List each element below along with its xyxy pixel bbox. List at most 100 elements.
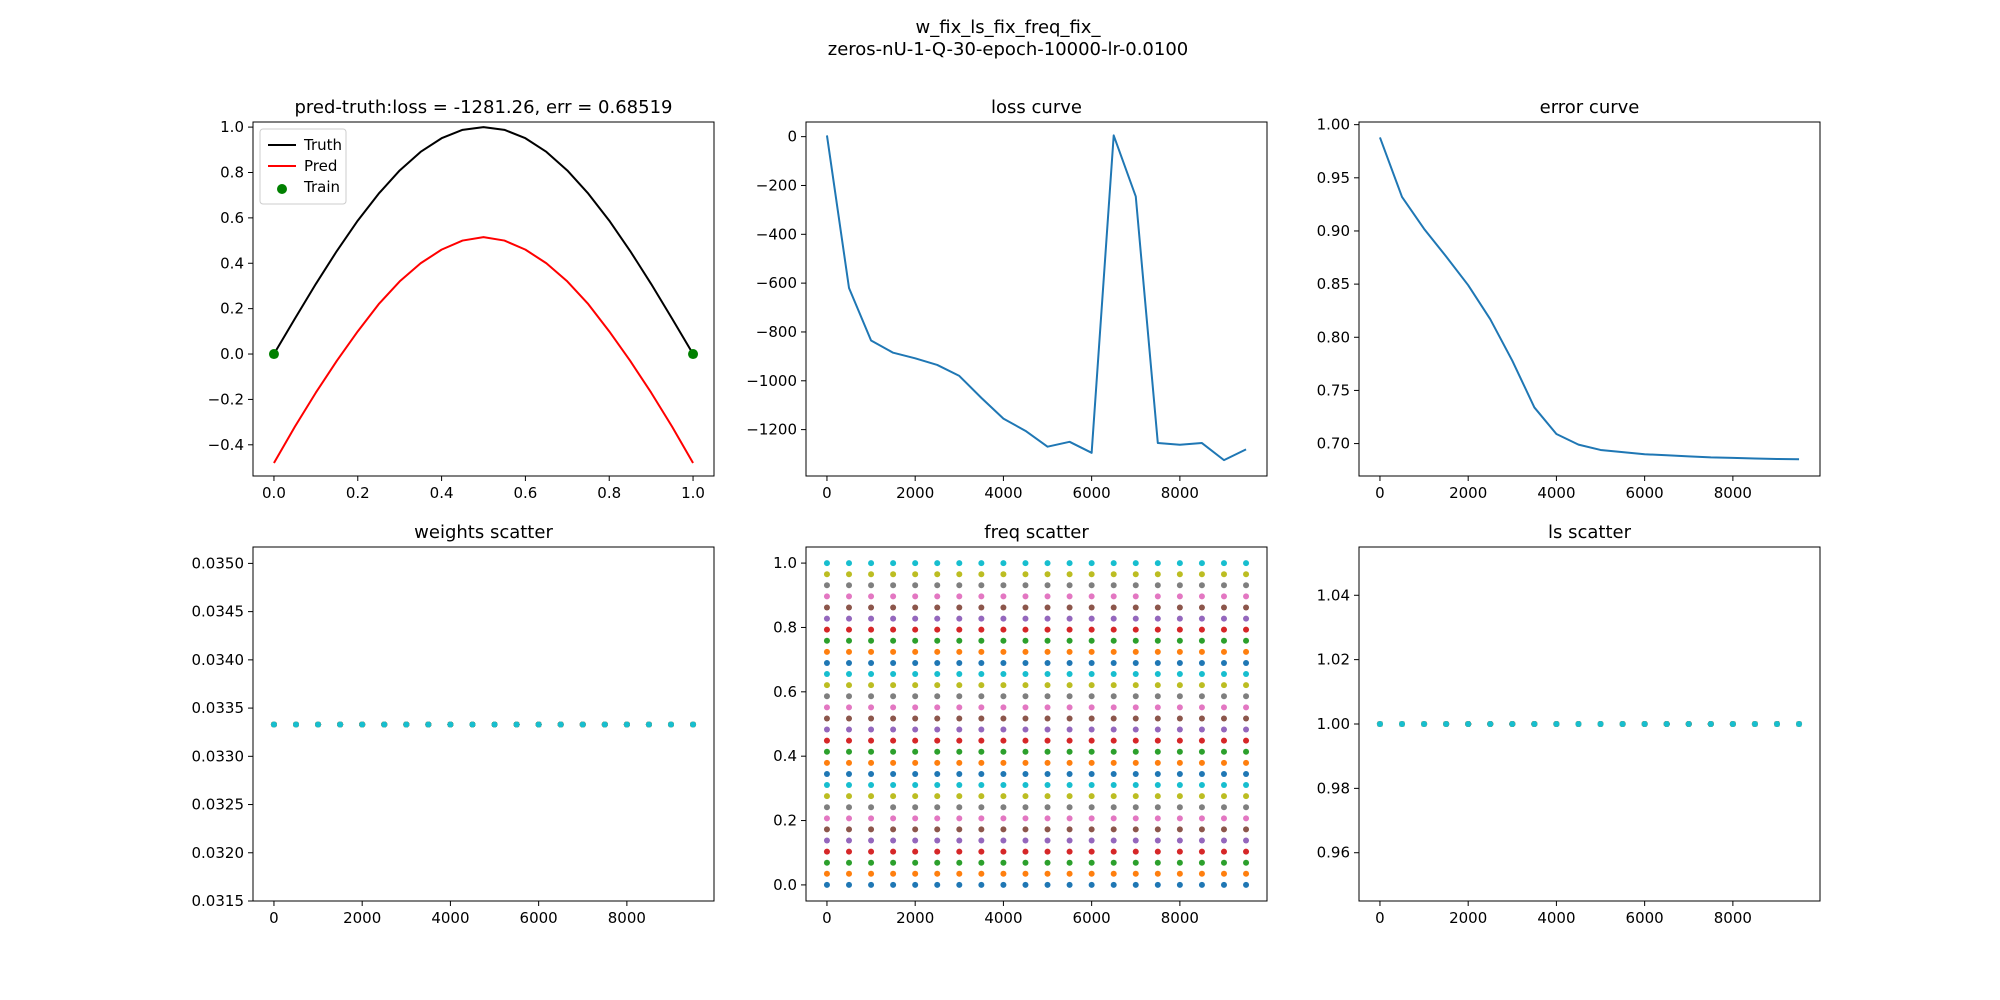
x-tick-label: 0.4 — [430, 484, 454, 502]
scatter-point — [1220, 604, 1227, 611]
scatter-point — [1154, 748, 1161, 755]
scatter-point — [978, 637, 985, 644]
scatter-point — [1088, 637, 1095, 644]
scatter-point — [956, 604, 963, 611]
scatter-point — [1243, 881, 1250, 888]
scatter-point — [912, 693, 919, 700]
x-tick-label: 0 — [822, 909, 832, 927]
scatter-point — [1022, 726, 1029, 733]
series-line-0 — [1379, 137, 1800, 461]
scatter-point — [846, 582, 853, 589]
scatter-point — [1088, 626, 1095, 633]
scatter-point — [1132, 637, 1139, 644]
scatter-point — [1044, 826, 1051, 833]
scatter-point — [1000, 560, 1007, 567]
scatter-point — [1000, 615, 1007, 622]
x-tick-label: 0 — [1375, 484, 1385, 502]
scatter-point — [890, 881, 897, 888]
scatter-point — [1154, 671, 1161, 678]
scatter-point — [978, 759, 985, 766]
scatter-point — [1154, 637, 1161, 644]
legend-label-truth: Truth — [303, 136, 342, 154]
scatter-point — [1220, 782, 1227, 789]
scatter-point — [1243, 659, 1250, 666]
scatter-point — [1421, 721, 1428, 727]
scatter-point — [1022, 759, 1029, 766]
scatter-point — [1044, 726, 1051, 733]
scatter-point — [1243, 648, 1250, 655]
scatter-point — [846, 659, 853, 666]
scatter-point — [1243, 804, 1250, 811]
scatter-point — [846, 793, 853, 800]
axes-frame — [252, 121, 715, 477]
scatter-point — [912, 770, 919, 777]
scatter-point — [1132, 682, 1139, 689]
scatter-point — [1220, 659, 1227, 666]
scatter-point — [912, 848, 919, 855]
x-tick-label: 4000 — [431, 909, 469, 927]
scatter-point — [1110, 881, 1117, 888]
scatter-point — [1022, 815, 1029, 822]
scatter-point — [1088, 615, 1095, 622]
scatter-point — [912, 748, 919, 755]
scatter-point — [1132, 726, 1139, 733]
scatter-point — [1066, 637, 1073, 644]
scatter-point — [890, 593, 897, 600]
axes-frame — [805, 121, 1268, 477]
scatter-point — [1154, 615, 1161, 622]
scatter-point — [823, 671, 830, 678]
scatter-point — [1088, 881, 1095, 888]
scatter-point — [1176, 582, 1183, 589]
scatter-point — [1110, 637, 1117, 644]
scatter-point — [868, 870, 875, 877]
scatter-point — [1132, 615, 1139, 622]
subplot-ls-scatter: ls scatter 0 2000 4000 6000 8000 0.96 0.98 1.00 1… — [1317, 522, 1821, 927]
scatter-point — [1198, 759, 1205, 766]
scatter-point — [890, 737, 897, 744]
scatter-point — [1220, 626, 1227, 633]
plot-title: freq scatter — [984, 522, 1089, 543]
scatter-point — [890, 770, 897, 777]
scatter-point — [1176, 593, 1183, 600]
scatter-point — [1000, 682, 1007, 689]
scatter-point — [912, 782, 919, 789]
scatter-point — [1000, 881, 1007, 888]
scatter-point — [823, 737, 830, 744]
scatter-point — [1066, 770, 1073, 777]
scatter-point — [956, 737, 963, 744]
scatter-point — [934, 726, 941, 733]
scatter-point — [978, 626, 985, 633]
scatter-point — [1066, 571, 1073, 578]
scatter-point — [978, 671, 985, 678]
scatter-point — [956, 881, 963, 888]
scatter-point — [1044, 626, 1051, 633]
scatter-point — [934, 870, 941, 877]
scatter-point — [1154, 648, 1161, 655]
scatter-point — [956, 648, 963, 655]
scatter-point — [912, 804, 919, 811]
scatter-point — [1399, 721, 1406, 727]
scatter-point — [912, 726, 919, 733]
scatter-point — [1243, 759, 1250, 766]
scatter-point — [1641, 721, 1648, 727]
scatter-point — [912, 704, 919, 711]
x-tick-label: 6000 — [1073, 484, 1111, 502]
scatter-point — [1619, 721, 1626, 727]
scatter-point — [1088, 682, 1095, 689]
scatter-point — [912, 870, 919, 877]
series-line-truth — [273, 126, 694, 355]
scatter-point — [1132, 837, 1139, 844]
scatter-point — [823, 560, 830, 567]
scatter-point — [1154, 770, 1161, 777]
suptitle-line-2: zeros-nU-1-Q-30-epoch-10000-lr-0.0100 — [828, 39, 1188, 60]
scatter-point — [1243, 682, 1250, 689]
scatter-point — [934, 571, 941, 578]
scatter-point — [868, 726, 875, 733]
y-tick-label: 0.0325 — [192, 796, 245, 814]
scatter-point — [890, 826, 897, 833]
y-tick-label: 1.04 — [1317, 586, 1350, 604]
scatter-point — [1110, 659, 1117, 666]
scatter-point — [868, 637, 875, 644]
scatter-point — [868, 715, 875, 722]
scatter-point — [1220, 637, 1227, 644]
